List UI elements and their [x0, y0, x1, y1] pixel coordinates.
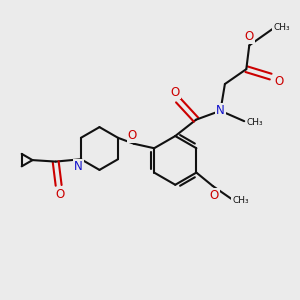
- Text: O: O: [128, 129, 137, 142]
- Text: N: N: [74, 160, 83, 173]
- Text: CH₃: CH₃: [246, 118, 263, 127]
- Text: O: O: [244, 30, 254, 43]
- Text: O: O: [171, 85, 180, 98]
- Text: O: O: [210, 189, 219, 202]
- Text: N: N: [216, 104, 225, 117]
- Text: CH₃: CH₃: [273, 23, 290, 32]
- Text: O: O: [274, 75, 284, 88]
- Text: O: O: [56, 188, 65, 201]
- Text: CH₃: CH₃: [232, 196, 249, 205]
